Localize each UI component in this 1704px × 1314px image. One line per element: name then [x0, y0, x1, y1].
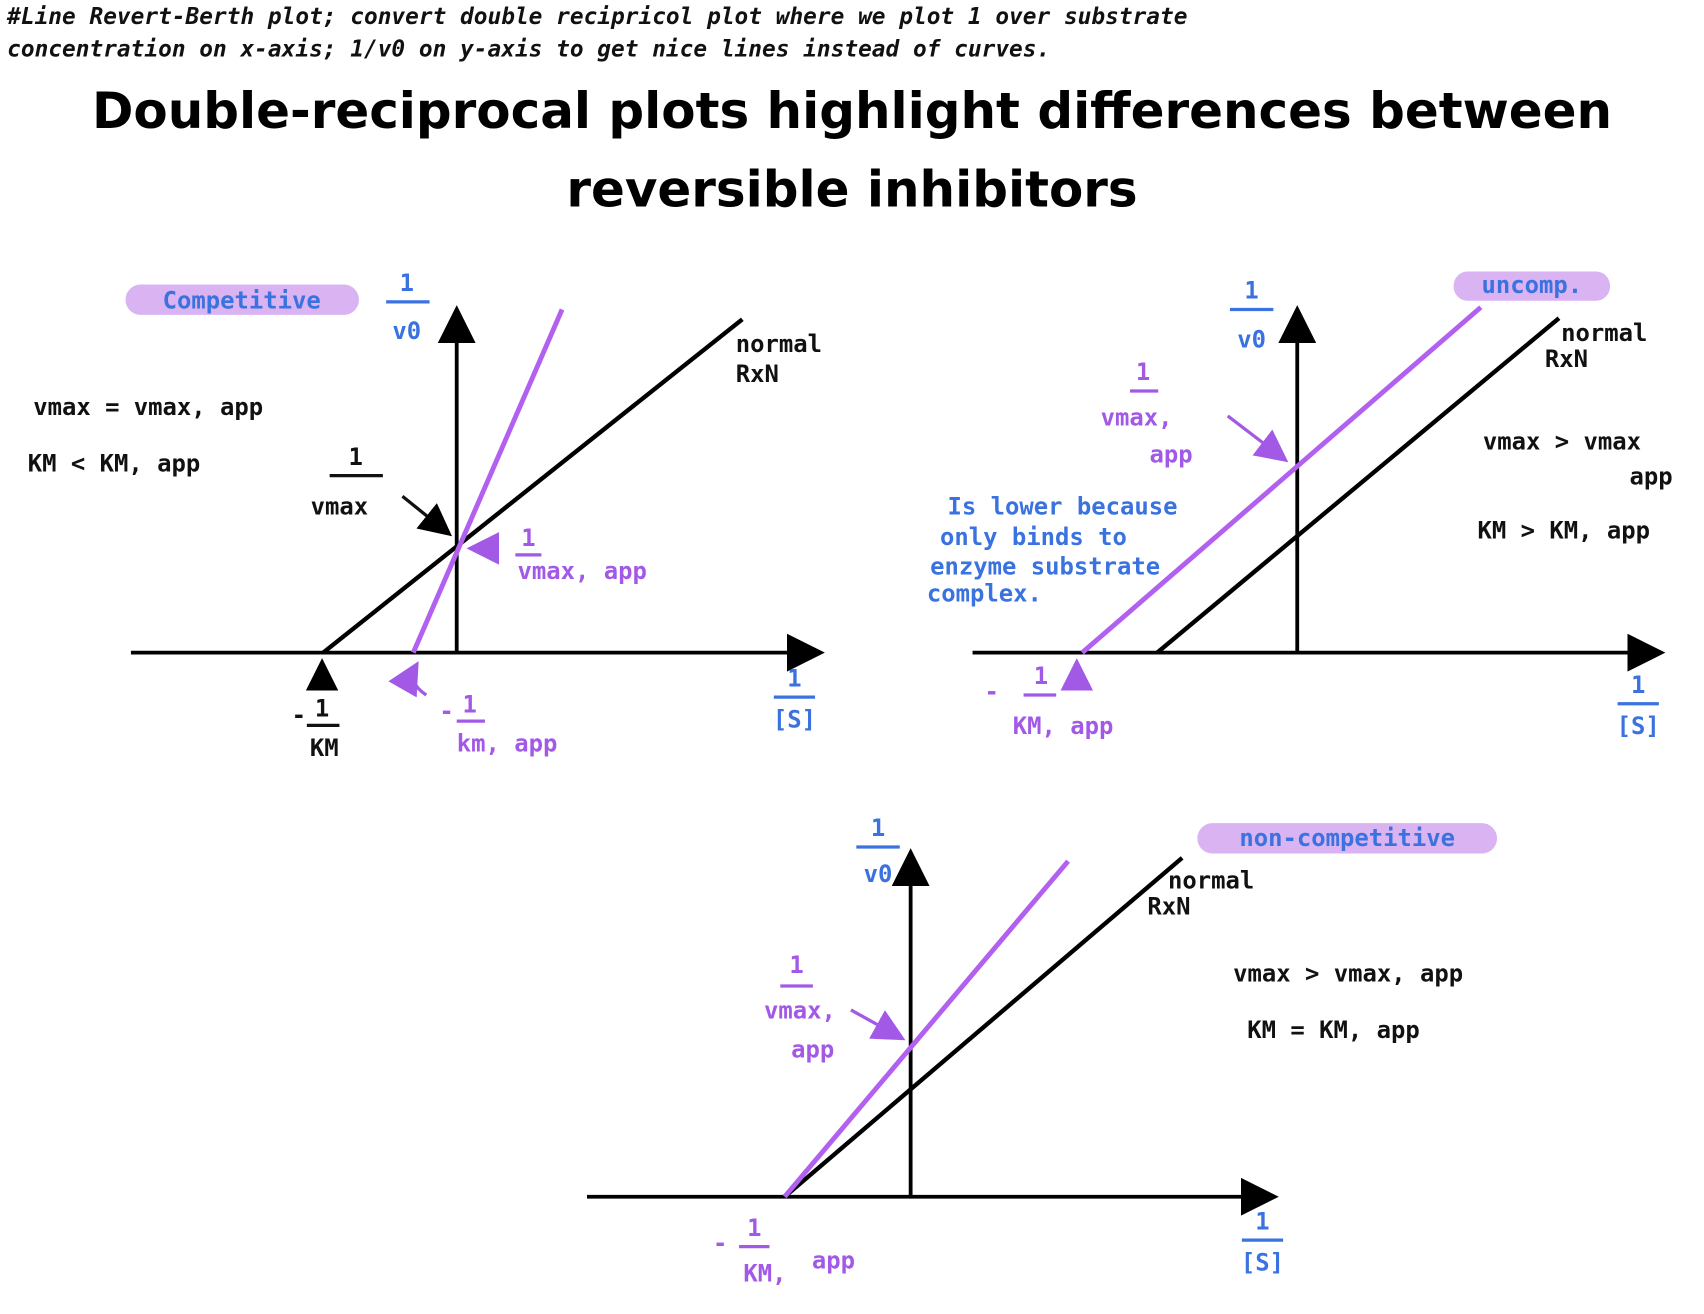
- fraction-den: vmax, app: [518, 557, 647, 585]
- fraction-num: 1: [871, 814, 885, 842]
- line-label: normal: [736, 330, 822, 358]
- title-line: reversible inhibitors: [566, 160, 1137, 218]
- relation: KM < KM, app: [28, 449, 201, 477]
- fraction-den: v0: [1237, 326, 1266, 354]
- relation: KM = KM, app: [1247, 1016, 1420, 1044]
- fraction-num: 1: [1631, 671, 1645, 699]
- fraction-num: 1: [349, 443, 363, 471]
- fraction-num: 1: [1034, 662, 1048, 690]
- relation: KM > KM, app: [1478, 517, 1651, 545]
- fraction-den: [S]: [1241, 1249, 1284, 1277]
- fraction-extra: app: [1150, 441, 1193, 469]
- tag: non-competitive: [1239, 824, 1455, 852]
- normal-line: [321, 317, 744, 655]
- tag: uncomp.: [1481, 271, 1582, 299]
- inhibited-line: [782, 859, 1070, 1199]
- fraction-extra: app: [791, 1036, 834, 1064]
- fraction-extra: app: [812, 1246, 855, 1274]
- noncompetitive-panel: non-competitive 1 v0 normal RxN 1 vmax, …: [587, 814, 1498, 1287]
- relation: vmax > vmax: [1483, 428, 1641, 456]
- fraction-num: 1: [747, 1214, 761, 1242]
- fraction-num: 1: [315, 695, 329, 723]
- sign: -: [713, 1229, 727, 1257]
- normal-line: [1155, 316, 1561, 655]
- fraction-num: 1: [400, 269, 414, 297]
- fraction-num: 1: [787, 664, 801, 692]
- tag-pill: [1197, 823, 1498, 854]
- sign: -: [439, 697, 453, 725]
- line-label: normal: [1168, 866, 1254, 894]
- relation: app: [1630, 462, 1673, 490]
- explanation-line: complex.: [927, 580, 1042, 608]
- note-line: concentration on x-axis; 1/v0 on y-axis …: [7, 36, 1050, 62]
- arrow: [1226, 414, 1289, 463]
- fraction-den: KM: [310, 734, 339, 762]
- fraction-den: KM, app: [1013, 712, 1114, 740]
- relation: vmax = vmax, app: [33, 393, 263, 421]
- fraction-num: 1: [521, 524, 535, 552]
- tag-pill: [1453, 271, 1610, 301]
- fraction-den: vmax,: [1101, 404, 1173, 432]
- competitive-panel: Competitive 1 v0 normal RxN vmax = vmax,…: [28, 269, 825, 762]
- tag-pill: [125, 284, 359, 315]
- line-label: RxN: [1545, 345, 1588, 373]
- explanation-line: only binds to: [940, 523, 1127, 551]
- arrow: [850, 1008, 906, 1041]
- fraction-den: KM,: [743, 1259, 786, 1287]
- explanation-line: Is lower because: [948, 493, 1178, 521]
- line-label: RxN: [736, 360, 779, 388]
- fraction-den: vmax: [311, 493, 369, 521]
- line-label: normal: [1561, 319, 1647, 347]
- fraction-den: vmax,: [764, 997, 836, 1025]
- line-label: RxN: [1147, 892, 1190, 920]
- relation: vmax > vmax, app: [1233, 960, 1463, 988]
- uncompetitive-panel: uncomp. 1 v0 normal RxN 1 vmax, app vmax…: [927, 271, 1673, 740]
- fraction-num: 1: [1255, 1207, 1269, 1235]
- arrow: [401, 495, 453, 537]
- explanation-line: enzyme substrate: [930, 552, 1160, 580]
- fraction-den: [S]: [1617, 712, 1660, 740]
- fraction-den: km, app: [457, 729, 558, 757]
- fraction-den: [S]: [773, 706, 816, 734]
- note-line: #Line Revert-Berth plot; convert double …: [6, 4, 1187, 30]
- inhibited-line: [1080, 305, 1483, 655]
- fraction-den: v0: [864, 860, 893, 888]
- normal-line: [783, 856, 1184, 1199]
- tag: Competitive: [163, 286, 321, 314]
- fraction-den: v0: [392, 317, 421, 345]
- arrow: [388, 661, 428, 698]
- fraction-num: 1: [463, 690, 477, 718]
- sign: -: [292, 701, 306, 729]
- sign: -: [984, 677, 998, 705]
- title-line: Double-reciprocal plots highlight differ…: [92, 82, 1612, 140]
- fraction-num: 1: [1244, 277, 1258, 305]
- fraction-num: 1: [789, 951, 803, 979]
- fraction-num: 1: [1136, 358, 1150, 386]
- inhibited-line: [411, 308, 565, 654]
